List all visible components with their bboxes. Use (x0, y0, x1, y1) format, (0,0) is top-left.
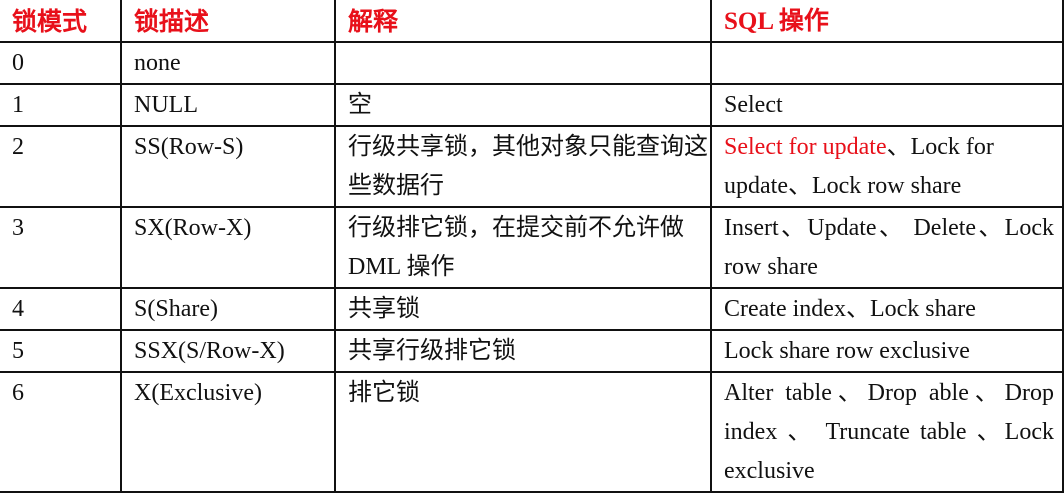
sql-highlight: Select for update (724, 134, 887, 160)
cell-explain: 共享锁 (334, 287, 712, 331)
cell-desc: S(Share) (120, 287, 336, 331)
cell-desc: X(Exclusive) (120, 371, 336, 493)
cell-mode: 1 (0, 83, 122, 127)
cell-desc: NULL (120, 83, 336, 127)
header-sql: SQL 操作 (710, 0, 1064, 43)
cell-sql (710, 41, 1064, 85)
cell-mode: 5 (0, 329, 122, 373)
table-row: 5 SSX(S/Row-X) 共享行级排它锁 Lock share row ex… (0, 329, 1064, 373)
cell-mode: 0 (0, 41, 122, 85)
table-row: 4 S(Share) 共享锁 Create index、Lock share (0, 287, 1064, 331)
table-row: 3 SX(Row-X) 行级排它锁，在提交前不允许做 DML 操作 Insert… (0, 206, 1064, 289)
cell-explain: 空 (334, 83, 712, 127)
header-row: 锁模式 锁描述 解释 SQL 操作 (0, 0, 1064, 43)
cell-desc: SX(Row-X) (120, 206, 336, 289)
cell-desc: none (120, 41, 336, 85)
table-row: 6 X(Exclusive) 排它锁 Alter table、Drop able… (0, 371, 1064, 493)
cell-sql: Alter table、Drop able、Drop index 、 Trunc… (710, 371, 1064, 493)
cell-mode: 4 (0, 287, 122, 331)
cell-explain: 行级共享锁，其他对象只能查询这些数据行 (334, 125, 712, 208)
cell-mode: 2 (0, 125, 122, 208)
cell-desc: SS(Row-S) (120, 125, 336, 208)
cell-explain: 行级排它锁，在提交前不允许做 DML 操作 (334, 206, 712, 289)
cell-sql: Create index、Lock share (710, 287, 1064, 331)
cell-mode: 6 (0, 371, 122, 493)
cell-explain: 共享行级排它锁 (334, 329, 712, 373)
cell-sql: Select (710, 83, 1064, 127)
cell-desc: SSX(S/Row-X) (120, 329, 336, 373)
cell-sql: Select for update、Lock for update、Lock r… (710, 125, 1064, 208)
sql-text: 、Lock for update、Lock row share (724, 134, 994, 199)
cell-mode: 3 (0, 206, 122, 289)
cell-sql: Insert、Update、 Delete、Lock row share (710, 206, 1064, 289)
header-mode: 锁模式 (0, 0, 122, 43)
cell-explain (334, 41, 712, 85)
table-row: 1 NULL 空 Select (0, 83, 1064, 127)
header-explain: 解释 (334, 0, 712, 43)
header-desc: 锁描述 (120, 0, 336, 43)
table-row: 0 none (0, 41, 1064, 85)
cell-explain: 排它锁 (334, 371, 712, 493)
cell-sql: Lock share row exclusive (710, 329, 1064, 373)
table-row: 2 SS(Row-S) 行级共享锁，其他对象只能查询这些数据行 Select f… (0, 125, 1064, 208)
